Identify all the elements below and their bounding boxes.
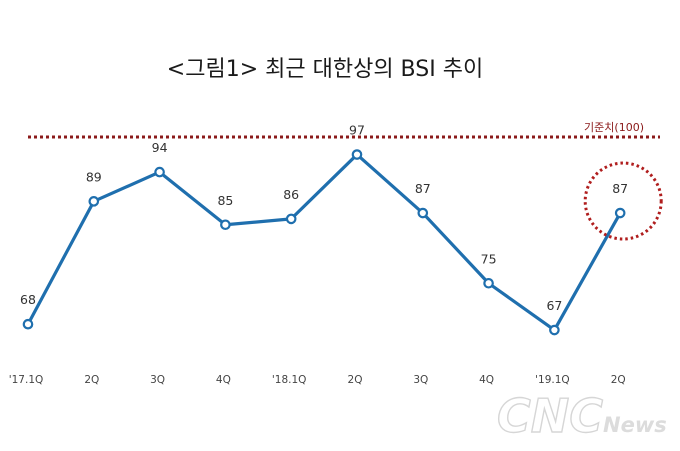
x-tick-label: 2Q [348, 374, 363, 386]
watermark-sub: News [603, 413, 667, 437]
x-tick-label: 4Q [479, 374, 494, 386]
data-label: 75 [481, 251, 497, 266]
series-layer: 68 89 94 85 86 97 87 75 67 87 [20, 123, 628, 336]
data-label: 67 [546, 298, 562, 313]
data-point [614, 207, 626, 219]
x-axis-ticks: '17.1Q 2Q 3Q 4Q '18.1Q 2Q 3Q 4Q '19.1Q 2Q [9, 374, 626, 386]
data-point [220, 219, 231, 231]
data-point [88, 196, 100, 207]
reference-line-label: 기준치(100) [584, 121, 644, 134]
highlight-layer [583, 161, 663, 241]
highlight-circle [583, 161, 663, 241]
x-tick-label: 2Q [611, 374, 626, 386]
x-tick-label: 2Q [84, 374, 99, 386]
x-tick-label: '17.1Q [9, 374, 44, 386]
x-tick-label: '19.1Q [535, 374, 570, 386]
data-point [483, 277, 494, 289]
data-point [154, 166, 165, 178]
data-point [285, 213, 297, 225]
data-label: 87 [612, 181, 628, 196]
data-label: 86 [283, 187, 299, 202]
series-line [26, 152, 622, 332]
data-label: 97 [349, 123, 365, 138]
watermark: CNC News [496, 388, 667, 443]
data-point [22, 318, 34, 330]
data-label: 87 [415, 181, 431, 196]
watermark-main: CNC [497, 389, 603, 443]
data-point [417, 207, 429, 219]
data-label: 94 [152, 140, 168, 155]
chart-title: <그림1> 최근 대한상의 BSI 추이 [167, 57, 483, 82]
data-label: 89 [86, 169, 102, 184]
x-tick-label: '18.1Q [272, 374, 307, 386]
x-tick-label: 4Q [216, 374, 231, 386]
x-tick-label: 3Q [150, 374, 165, 386]
data-point [549, 324, 560, 336]
data-label: 85 [217, 193, 233, 208]
data-label: 68 [20, 292, 36, 307]
data-point [351, 149, 363, 160]
x-tick-label: 3Q [413, 374, 428, 386]
